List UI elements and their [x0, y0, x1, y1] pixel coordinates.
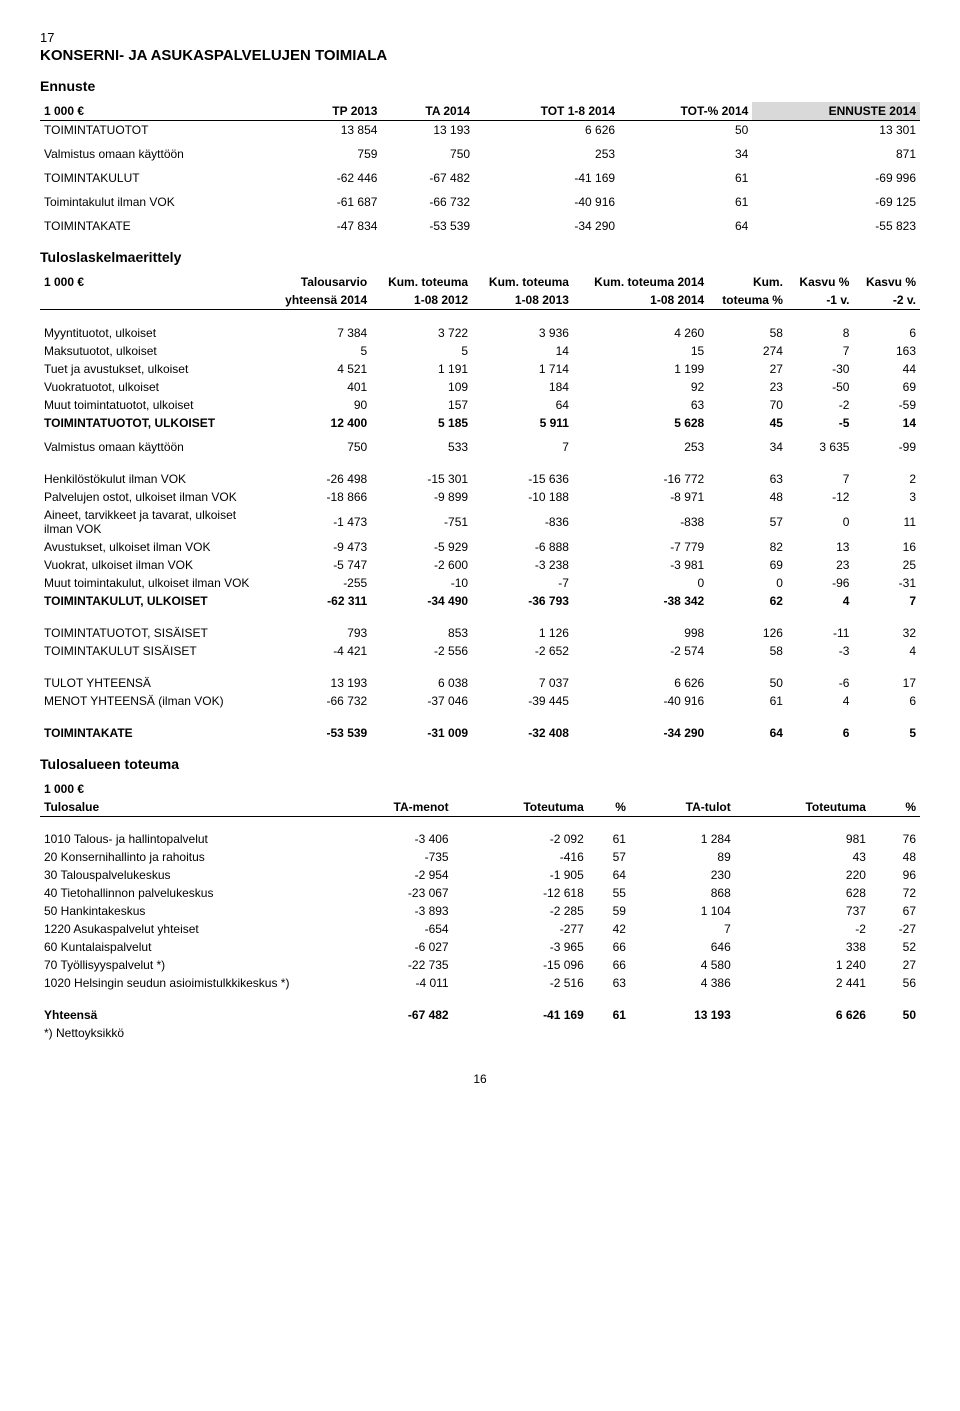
t2-sum2: TOIMINTAKULUT, ULKOISET-62 311-34 490-36… [40, 592, 920, 610]
t1-header: 1 000 € TP 2013 TA 2014 TOT 1-8 2014 TOT… [40, 102, 920, 121]
table-row: TOIMINTAKULUT-62 446-67 482-41 16961-69 … [40, 163, 920, 187]
table-row: TOIMINTATUOTOT, SISÄISET7938531 12699812… [40, 624, 920, 642]
page-number-bottom: 16 [40, 1072, 920, 1086]
tulosalue-heading: Tulosalueen toteuma [40, 756, 920, 772]
table-row: MENOT YHTEENSÄ (ilman VOK)-66 732-37 046… [40, 692, 920, 710]
table-row: Palvelujen ostot, ulkoiset ilman VOK-18 … [40, 488, 920, 506]
table-row: 40 Tietohallinnon palvelukeskus-23 067-1… [40, 884, 920, 902]
page-number-top: 17 [40, 30, 920, 45]
tuloslaskelma-table: 1 000 € Talousarvio Kum. toteuma Kum. to… [40, 273, 920, 742]
table-row: 1010 Talous- ja hallintopalvelut-3 406-2… [40, 830, 920, 848]
table-row: Vuokrat, ulkoiset ilman VOK-5 747-2 600-… [40, 556, 920, 574]
t2-kate: TOIMINTAKATE-53 539-31 009-32 408-34 290… [40, 724, 920, 742]
table-row: TOIMINTATUOTOT13 85413 1936 6265013 301 [40, 121, 920, 140]
main-title: KONSERNI- JA ASUKASPALVELUJEN TOIMIALA [40, 47, 920, 64]
table-row: Myyntituotot, ulkoiset7 3843 7223 9364 2… [40, 324, 920, 342]
table-row: 50 Hankintakeskus-3 893-2 285591 1047376… [40, 902, 920, 920]
t3-sum: Yhteensä-67 482-41 1696113 1936 62650 [40, 1006, 920, 1024]
table-row: Aineet, tarvikkeet ja tavarat, ulkoiset … [40, 506, 920, 538]
table-row: 30 Talouspalvelukeskus-2 954-1 905642302… [40, 866, 920, 884]
table-row: Vuokratuotot, ulkoiset4011091849223-5069 [40, 378, 920, 396]
table-row: 60 Kuntalaispalvelut-6 027-3 96566646338… [40, 938, 920, 956]
table-row: 70 Työllisyyspalvelut *)-22 735-15 09666… [40, 956, 920, 974]
table-row: TOIMINTAKULUT SISÄISET-4 421-2 556-2 652… [40, 642, 920, 660]
table-row: TOIMINTAKATE-47 834-53 539-34 29064-55 8… [40, 211, 920, 235]
table-row: Valmistus omaan käyttöön75975025334871 [40, 139, 920, 163]
tulosalue-table: 1 000 € Tulosalue TA-menot Toteutuma % T… [40, 780, 920, 1043]
table-row: Muut toimintakulut, ulkoiset ilman VOK-2… [40, 574, 920, 592]
table-row: 1020 Helsingin seudun asioimistulkkikesk… [40, 974, 920, 992]
table-row: Avustukset, ulkoiset ilman VOK-9 473-5 9… [40, 538, 920, 556]
table-row: 1220 Asukaspalvelut yhteiset-654-277427-… [40, 920, 920, 938]
table-row: Toimintakulut ilman VOK-61 687-66 732-40… [40, 187, 920, 211]
table-row: Muut toimintatuotot, ulkoiset90157646370… [40, 396, 920, 414]
t2-valm: Valmistus omaan käyttöön7505337253343 63… [40, 432, 920, 456]
t2-header-bot: yhteensä 2014 1-08 2012 1-08 2013 1-08 2… [40, 291, 920, 310]
t3-header: Tulosalue TA-menot Toteutuma % TA-tulot … [40, 798, 920, 817]
table-row: Tuet ja avustukset, ulkoiset4 5211 1911 … [40, 360, 920, 378]
ennuste-heading: Ennuste [40, 78, 920, 94]
t3-header-top: 1 000 € [40, 780, 920, 798]
table-row: 20 Konsernihallinto ja rahoitus-735-4165… [40, 848, 920, 866]
t2-header-top: 1 000 € Talousarvio Kum. toteuma Kum. to… [40, 273, 920, 291]
ennuste-table: 1 000 € TP 2013 TA 2014 TOT 1-8 2014 TOT… [40, 102, 920, 235]
t2-sum1: TOIMINTATUOTOT, ULKOISET12 4005 1855 911… [40, 414, 920, 432]
table-row: Maksutuotot, ulkoiset5514152747163 [40, 342, 920, 360]
t3-note: *) Nettoyksikkö [40, 1024, 920, 1042]
table-row: Henkilöstökulut ilman VOK-26 498-15 301-… [40, 470, 920, 488]
tuloslaskelma-heading: Tuloslaskelmaerittely [40, 249, 920, 265]
table-row: TULOT YHTEENSÄ13 1936 0387 0376 62650-61… [40, 674, 920, 692]
